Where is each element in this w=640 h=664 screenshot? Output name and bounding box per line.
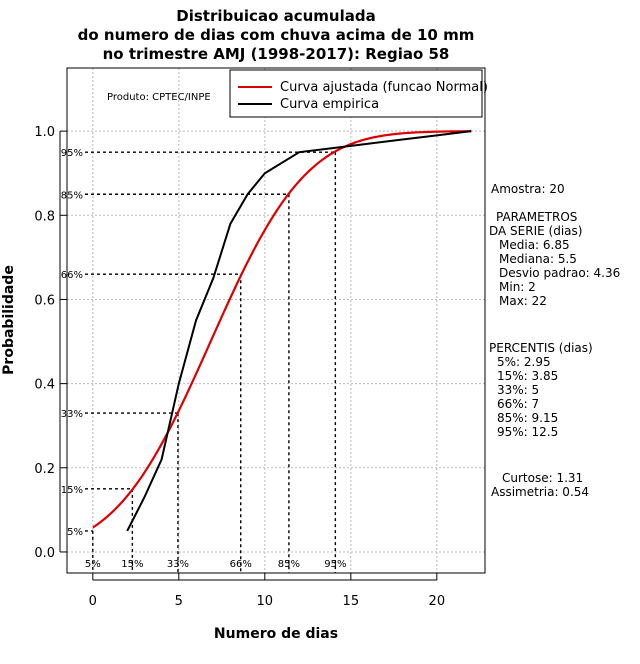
- legend-box: [229, 69, 483, 118]
- percentile-label-x: 5%: [85, 559, 101, 570]
- series-layer: [92, 130, 472, 532]
- stat-amostra: Amostra: 20: [491, 182, 565, 196]
- x-tick-label: 10: [257, 594, 274, 609]
- percentile-label-y: 5%: [67, 527, 83, 538]
- percentile-label-y: 95%: [61, 148, 83, 159]
- axis-layer: 0 5 10 15 20 0.0 0.2 0.4 0.6 0.8 1.0: [34, 125, 445, 609]
- percentile-label-y: 66%: [61, 270, 83, 281]
- y-tick-label: 0.0: [34, 546, 55, 561]
- percentile-label-y: 85%: [61, 190, 83, 201]
- stat-percentis-title: PERCENTIS (dias): [489, 341, 593, 355]
- legend-label-fitted: Curva ajustada (funcao Normal): [280, 80, 488, 95]
- plot-border: [66, 67, 486, 574]
- chart-title-line-3: no trimestre AMJ (1998-2017): Regiao 58: [103, 45, 450, 63]
- percentile-label-x: 33%: [167, 559, 189, 570]
- percentile-label-y: 33%: [61, 409, 83, 420]
- stat-parametros-title-2: DA SERIE (dias): [489, 224, 582, 238]
- y-tick-label: 0.6: [34, 293, 55, 308]
- y-tick-label: 0.2: [34, 462, 55, 477]
- percentile-label-x: 95%: [324, 559, 346, 570]
- x-axis-title: Numero de dias: [214, 626, 338, 642]
- y-tick-label: 0.8: [34, 209, 55, 224]
- stat-min: Min: 2: [499, 280, 536, 294]
- percentile-label-y: 15%: [61, 485, 83, 496]
- stat-parametros-title-1: PARAMETROS: [496, 210, 577, 224]
- x-tick-label: 15: [343, 594, 360, 609]
- y-axis-title: Probabilidade: [1, 265, 17, 375]
- product-label: Produto: CPTEC/INPE: [107, 92, 211, 103]
- stats-panel: Amostra: 20 PARAMETROS DA SERIE (dias) M…: [489, 182, 620, 499]
- y-tick-label: 1.0: [34, 125, 55, 140]
- percentile-guides: 5% 5% 15% 15% 33% 33% 66% 66% 85% 85% 95% 95%: [61, 148, 346, 573]
- stat-p95: 95%: 12.5: [497, 425, 558, 439]
- stat-max: Max: 22: [499, 294, 547, 308]
- x-tick-label: 0: [89, 594, 97, 609]
- empirical-curve: [126, 130, 472, 532]
- legend: Curva ajustada (funcao Normal) Curva emp…: [229, 69, 488, 118]
- stat-curtose: Curtose: 1.31: [502, 471, 583, 485]
- stat-p5: 5%: 2.95: [497, 355, 551, 369]
- stat-p85: 85%: 9.15: [497, 411, 558, 425]
- x-tick-label: 20: [429, 594, 446, 609]
- percentile-label-x: 15%: [121, 559, 143, 570]
- stat-mediana: Mediana: 5.5: [499, 252, 577, 266]
- fitted-normal-curve: [92, 130, 472, 529]
- x-tick-label: 5: [175, 594, 183, 609]
- chart-title-line-2: do numero de dias com chuva acima de 10 …: [78, 26, 475, 44]
- stat-p15: 15%: 3.85: [497, 369, 558, 383]
- stat-media: Media: 6.85: [499, 238, 570, 252]
- stat-desvio: Desvio padrao: 4.36: [499, 266, 620, 280]
- grid-layer: [67, 68, 485, 573]
- percentile-label-x: 85%: [278, 559, 300, 570]
- stat-p33: 33%: 5: [497, 383, 539, 397]
- legend-label-empirical: Curva empirica: [280, 97, 379, 112]
- stat-assimetria: Assimetria: 0.54: [491, 485, 589, 499]
- stat-p66: 66%: 7: [497, 397, 539, 411]
- y-tick-label: 0.4: [34, 378, 55, 393]
- chart-title-line-1: Distribuicao acumulada: [176, 7, 375, 25]
- percentile-label-x: 66%: [230, 559, 252, 570]
